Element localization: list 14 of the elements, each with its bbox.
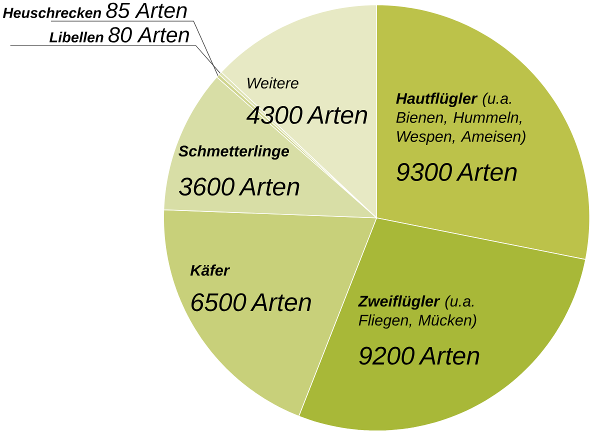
data-label: 9200 Arten <box>359 346 480 365</box>
slice-label: Weitere <box>248 77 298 88</box>
slice-label: Zweiflügler (u.a. Fliegen, Mücken) <box>358 295 476 329</box>
data-label: 80 Arten <box>108 27 189 42</box>
data-label: 85 Arten <box>106 2 187 18</box>
data-label: 4300 Arten <box>246 106 368 124</box>
slice-label: Heuschrecken <box>2 7 102 18</box>
data-label: 6500 Arten <box>192 293 311 312</box>
slice-label: Libellen <box>49 32 104 42</box>
slice-label: Hautflügler (u.a. Bienen, Hummeln, Wespen, Ameisen) <box>396 92 526 145</box>
slice-label: Käfer <box>190 264 230 276</box>
data-label: 9300 Arten <box>396 162 517 181</box>
slice-label: Schmetterlinge <box>178 145 290 160</box>
data-label: 3600 Arten <box>178 178 300 196</box>
